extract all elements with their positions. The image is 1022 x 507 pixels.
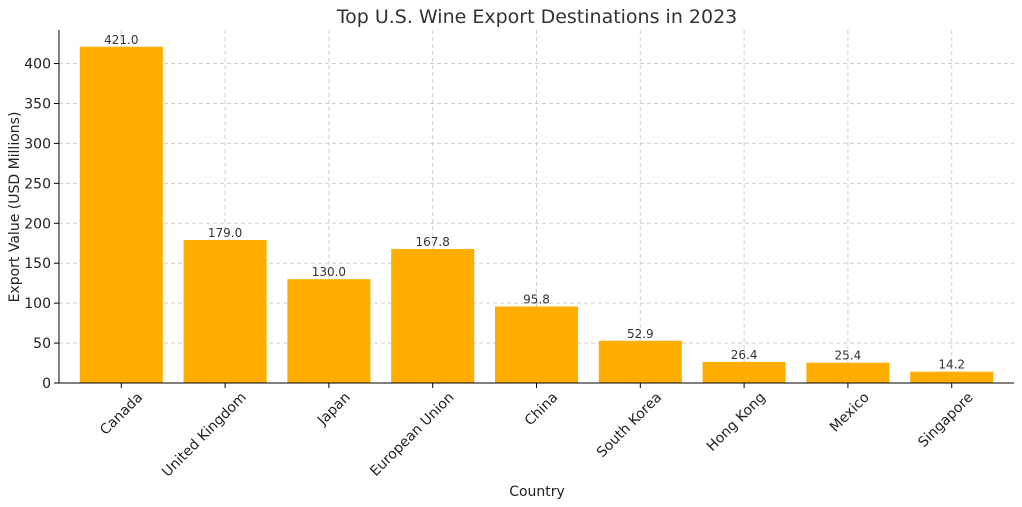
x-tick-label: Japan [314,390,354,430]
x-tick-labels: Canada United Kingdom Japan European Union C… [97,390,976,481]
bar [598,340,682,383]
bar [183,240,267,383]
bar [494,306,579,383]
bar [806,362,890,383]
value-label: 130.0 [312,265,346,279]
y-tick-label: 300 [24,136,51,152]
y-tick-label: 50 [33,336,51,352]
x-tick-label: Mexico [827,390,873,436]
x-axis-label: Country [509,484,565,500]
value-label: 26.4 [731,348,758,362]
value-label: 95.8 [523,292,550,306]
y-tick-label: 0 [42,376,51,392]
y-tick-label: 400 [24,57,51,73]
x-tick-label: Canada [97,390,146,439]
value-label: 14.2 [938,358,965,372]
x-tick-label: South Korea [594,390,665,461]
x-tick-label: Hong Kong [704,390,769,455]
y-tick-label: 350 [24,96,51,112]
y-axis-label: Export Value (USD Millions) [7,112,23,303]
axes [54,30,1014,388]
bar [287,279,371,383]
value-labels: 421.0 179.0 130.0 167.8 95.8 52.9 26.4 25.4 14.2 [104,33,965,372]
value-label: 421.0 [104,33,138,47]
value-label: 179.0 [208,226,242,240]
value-label: 167.8 [416,235,450,249]
x-tick-label: China [522,390,562,430]
value-label: 52.9 [627,327,654,341]
bar [79,46,163,384]
y-tick-label: 250 [24,176,51,192]
bar [702,361,786,383]
chart-title: Top U.S. Wine Export Destinations in 202… [336,6,738,28]
bar [910,371,994,383]
x-tick-label: United Kingdom [159,390,250,481]
y-tick-label: 200 [24,216,51,232]
bars [79,46,994,384]
y-tick-label: 100 [24,296,51,312]
x-tick-label: Singapore [915,390,976,451]
value-label: 25.4 [835,349,862,363]
y-tick-label: 150 [24,256,51,272]
y-tick-labels: 0 50 100 150 200 250 300 350 400 [24,57,51,392]
x-tick-label: European Union [367,390,457,480]
bar [391,248,475,383]
